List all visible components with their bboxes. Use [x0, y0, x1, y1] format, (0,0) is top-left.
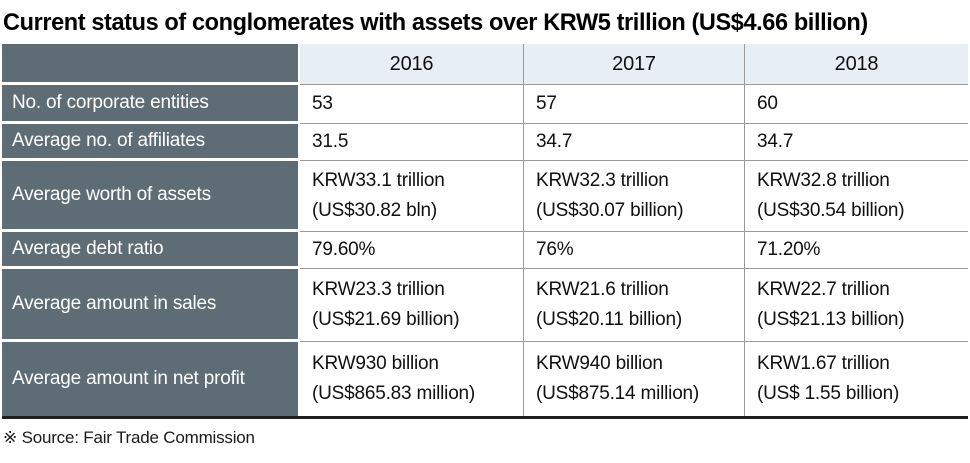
value-line: (US$30.82 bln) [312, 200, 437, 221]
table-row-net-profit: Average amount in net profit KRW930 bill… [2, 342, 968, 416]
value-line: KRW23.3 trillion [312, 279, 445, 300]
value-cell-2017: 76% [524, 232, 745, 269]
value-cell-2017: 34.7 [524, 124, 745, 161]
value-line: 34.7 [757, 131, 794, 152]
value-cell-2018: 71.20% [745, 232, 968, 269]
table-row-affiliates: Average no. of affiliates 31.5 34.7 34.7 [2, 124, 968, 161]
header-year-2018: 2018 [745, 44, 968, 85]
title-bar: Current status of conglomerates with ass… [0, 0, 970, 44]
value-line: KRW940 billion [536, 353, 663, 374]
value-line: 53 [312, 93, 333, 114]
value-cell-2018: KRW22.7 trillion (US$21.13 billion) [745, 269, 968, 342]
table-header-row: 2016 2017 2018 [2, 44, 968, 85]
value-line: KRW930 billion [312, 353, 439, 374]
table-row-debt-ratio: Average debt ratio 79.60% 76% 71.20% [2, 232, 968, 269]
value-line: 34.7 [536, 131, 573, 152]
value-line: 79.60% [312, 239, 376, 260]
value-cell-2018: KRW1.67 trillion (US$ 1.55 billion) [745, 342, 968, 416]
value-cell-2016: 79.60% [300, 232, 524, 269]
value-cell-2017: KRW21.6 trillion (US$20.11 billion) [524, 269, 745, 342]
value-line: (US$30.07 billion) [536, 200, 684, 221]
value-cell-2016: 53 [300, 85, 524, 124]
value-line: (US$30.54 billion) [757, 200, 905, 221]
value-cell-2017: 57 [524, 85, 745, 124]
value-cell-2018: 60 [745, 85, 968, 124]
value-line: (US$20.11 billion) [536, 309, 683, 330]
value-line: KRW22.7 trillion [757, 279, 890, 300]
value-line: 71.20% [757, 239, 821, 260]
value-cell-2016: KRW930 billion (US$865.83 million) [300, 342, 524, 416]
table-row-worth-of-assets: Average worth of assets KRW33.1 trillion… [2, 161, 968, 232]
value-cell-2016: KRW33.1 trillion (US$30.82 bln) [300, 161, 524, 232]
conglomerates-table: 2016 2017 2018 No. of corporate entities… [2, 44, 968, 419]
value-line: 60 [757, 93, 778, 114]
page-title: Current status of conglomerates with ass… [3, 9, 868, 36]
value-line: (US$ 1.55 billion) [757, 383, 900, 404]
source-note: ※ Source: Fair Trade Commission [3, 428, 255, 447]
row-label: Average amount in net profit [2, 342, 300, 416]
value-line: KRW21.6 trillion [536, 279, 669, 300]
value-line: 57 [536, 93, 557, 114]
value-line: KRW32.8 trillion [757, 170, 890, 191]
value-line: KRW1.67 trillion [757, 353, 890, 374]
table-row-corporate-entities: No. of corporate entities 53 57 60 [2, 85, 968, 124]
row-label: No. of corporate entities [2, 85, 300, 124]
table-row-sales: Average amount in sales KRW23.3 trillion… [2, 269, 968, 342]
value-line: (US$875.14 million) [536, 383, 700, 404]
header-year-2017: 2017 [524, 44, 745, 85]
header-corner-cell [2, 44, 300, 85]
value-cell-2017: KRW940 billion (US$875.14 million) [524, 342, 745, 416]
value-line: (US$865.83 million) [312, 383, 476, 404]
value-line: (US$21.69 billion) [312, 309, 460, 330]
value-cell-2016: KRW23.3 trillion (US$21.69 billion) [300, 269, 524, 342]
row-label: Average debt ratio [2, 232, 300, 269]
value-cell-2018: 34.7 [745, 124, 968, 161]
value-line: KRW33.1 trillion [312, 170, 445, 191]
row-label: Average amount in sales [2, 269, 300, 342]
value-cell-2017: KRW32.3 trillion (US$30.07 billion) [524, 161, 745, 232]
row-label: Average worth of assets [2, 161, 300, 232]
value-line: 31.5 [312, 131, 349, 152]
value-line: (US$21.13 billion) [757, 309, 905, 330]
value-cell-2018: KRW32.8 trillion (US$30.54 billion) [745, 161, 968, 232]
header-year-2016: 2016 [300, 44, 524, 85]
row-label: Average no. of affiliates [2, 124, 300, 161]
value-cell-2016: 31.5 [300, 124, 524, 161]
value-line: 76% [536, 239, 574, 260]
value-line: KRW32.3 trillion [536, 170, 669, 191]
